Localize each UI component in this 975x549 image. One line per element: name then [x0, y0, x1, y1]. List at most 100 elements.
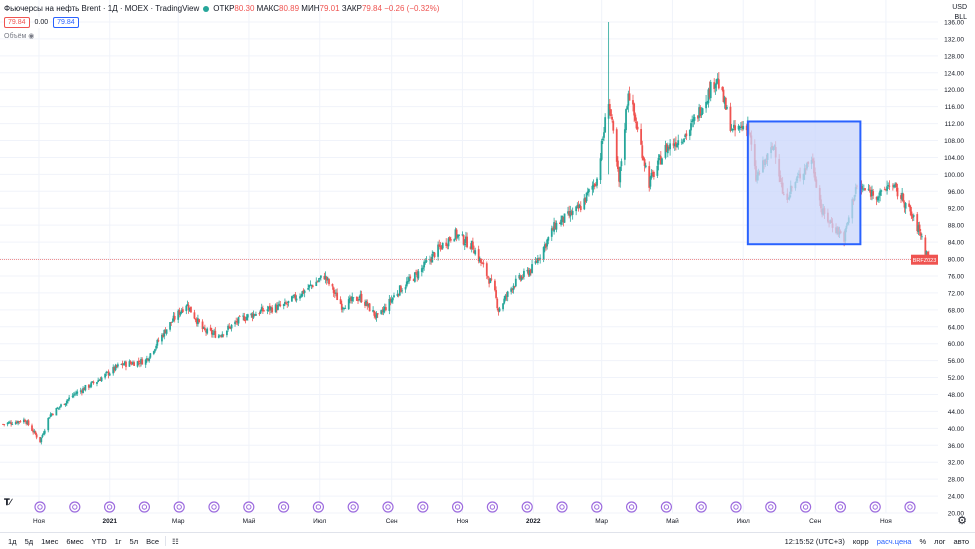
candle-body — [651, 172, 654, 173]
event-marker-icon[interactable] — [799, 501, 812, 513]
candle-body — [98, 379, 101, 381]
eye-icon[interactable]: ◉ — [28, 33, 35, 40]
event-marker-icon[interactable] — [243, 501, 255, 513]
event-marker-icon[interactable] — [312, 501, 324, 513]
event-marker-icon[interactable] — [521, 501, 533, 513]
event-marker-icon[interactable] — [452, 501, 464, 513]
candle-body — [903, 202, 906, 208]
timeframe-all[interactable]: Все — [146, 536, 160, 546]
candle-body — [733, 124, 735, 128]
price-tick-label: 40.00 — [948, 426, 965, 433]
timeframe-5y[interactable]: 5л — [129, 536, 139, 546]
candle-body — [439, 245, 442, 247]
event-marker-icon[interactable] — [660, 501, 673, 513]
candle-body — [563, 213, 566, 223]
candle-body — [383, 306, 386, 311]
event-marker-icon[interactable] — [278, 501, 290, 513]
event-marker-icon[interactable] — [904, 501, 916, 513]
candle-body — [513, 286, 516, 288]
timeframe-ytd[interactable]: YTD — [91, 536, 107, 546]
auto-toggle[interactable]: авто — [953, 536, 969, 546]
currency-selector[interactable]: USD BLL — [952, 3, 967, 23]
candle-body — [244, 320, 247, 321]
currency-code: USD — [952, 4, 967, 11]
clock-timezone[interactable]: 12:15:52 (UTC+3) — [784, 536, 845, 546]
candle-body — [867, 188, 870, 190]
buy-price-pill[interactable]: 79.84 — [53, 17, 79, 28]
percent-toggle[interactable]: % — [919, 536, 927, 546]
event-marker-icon[interactable] — [173, 501, 185, 513]
candle-body — [634, 114, 637, 121]
timeframe-6m[interactable]: 6мес — [66, 536, 84, 546]
candle-body — [336, 292, 339, 301]
event-marker-icon[interactable] — [765, 501, 777, 513]
candle-body — [24, 419, 26, 422]
event-marker-core — [72, 504, 78, 510]
symbol-title[interactable]: Фьючерсы на нефть Brent · 1Д · MOEX · Tr… — [4, 4, 200, 13]
candle-body — [221, 333, 224, 337]
candle-body — [16, 421, 18, 424]
candle-body — [250, 313, 253, 316]
event-marker-icon[interactable] — [34, 501, 46, 513]
candle-body — [180, 310, 183, 313]
event-marker-icon[interactable] — [103, 501, 116, 513]
event-marker-icon[interactable] — [695, 501, 707, 513]
event-marker-icon[interactable] — [625, 501, 638, 513]
calc-price-toggle[interactable]: расч.цена — [876, 536, 912, 546]
timeframe-1d[interactable]: 1д — [8, 536, 17, 546]
candle-body — [666, 146, 669, 154]
event-marker-core — [698, 504, 704, 510]
time-tick-label: Сен — [809, 518, 821, 525]
candle-body — [433, 252, 436, 258]
tradingview-logo[interactable]: 𝐓∕ — [4, 497, 12, 507]
candle-body — [285, 302, 287, 304]
event-marker-icon[interactable] — [417, 501, 429, 513]
event-marker-core — [524, 504, 530, 510]
candle-body — [658, 155, 661, 158]
event-marker-icon[interactable] — [382, 501, 394, 513]
currency-unit: BLL — [954, 14, 967, 21]
candle-body — [880, 190, 883, 192]
corr-toggle[interactable]: корр — [852, 536, 869, 546]
log-toggle[interactable]: лог — [934, 536, 946, 546]
event-marker-icon[interactable] — [69, 501, 81, 513]
candle-body — [116, 364, 119, 367]
event-marker-icon[interactable] — [869, 501, 881, 513]
event-marker-icon[interactable] — [486, 501, 498, 513]
timeframe-5d[interactable]: 5д — [24, 536, 34, 546]
candle-body — [487, 276, 489, 278]
settings-gear-icon[interactable]: ⚙ — [957, 515, 967, 527]
event-marker-icon[interactable] — [591, 501, 603, 513]
event-marker-ring — [34, 501, 46, 513]
event-marker-ring — [347, 501, 359, 513]
event-marker-icon[interactable] — [138, 501, 150, 513]
candle-body — [474, 250, 477, 255]
date-range-icon[interactable]: ☷ — [172, 536, 179, 546]
time-tick-label: Ноя — [880, 518, 892, 525]
timeframe-1y[interactable]: 1г — [114, 536, 122, 546]
candle-body — [25, 421, 28, 424]
event-marker-icon[interactable] — [208, 501, 220, 513]
volume-indicator-label[interactable]: Объём ◉ — [4, 32, 34, 40]
candle-body — [316, 281, 319, 283]
candle-body — [235, 321, 238, 322]
bottom-toolbar: 1д 5д 1мес 6мес YTD 1г 5л Все ☷ 12:15:52… — [0, 532, 975, 549]
event-marker-ring — [521, 501, 533, 513]
event-marker-icon[interactable] — [834, 501, 847, 513]
event-marker-icon[interactable] — [347, 501, 359, 513]
candle-body — [245, 316, 248, 321]
candle-body — [294, 294, 297, 300]
candle-body — [396, 293, 399, 296]
sell-price-pill[interactable]: 79.84 — [4, 17, 30, 28]
candle-body — [625, 109, 627, 131]
candle-body — [27, 420, 30, 426]
event-marker-core — [733, 504, 739, 510]
candle-body — [636, 126, 639, 130]
candle-body — [359, 294, 362, 299]
event-marker-icon[interactable] — [556, 501, 568, 513]
candle-body — [263, 310, 265, 312]
event-marker-icon[interactable] — [730, 501, 742, 513]
timeframe-1m[interactable]: 1мес — [41, 536, 59, 546]
event-marker-ring — [208, 501, 220, 513]
